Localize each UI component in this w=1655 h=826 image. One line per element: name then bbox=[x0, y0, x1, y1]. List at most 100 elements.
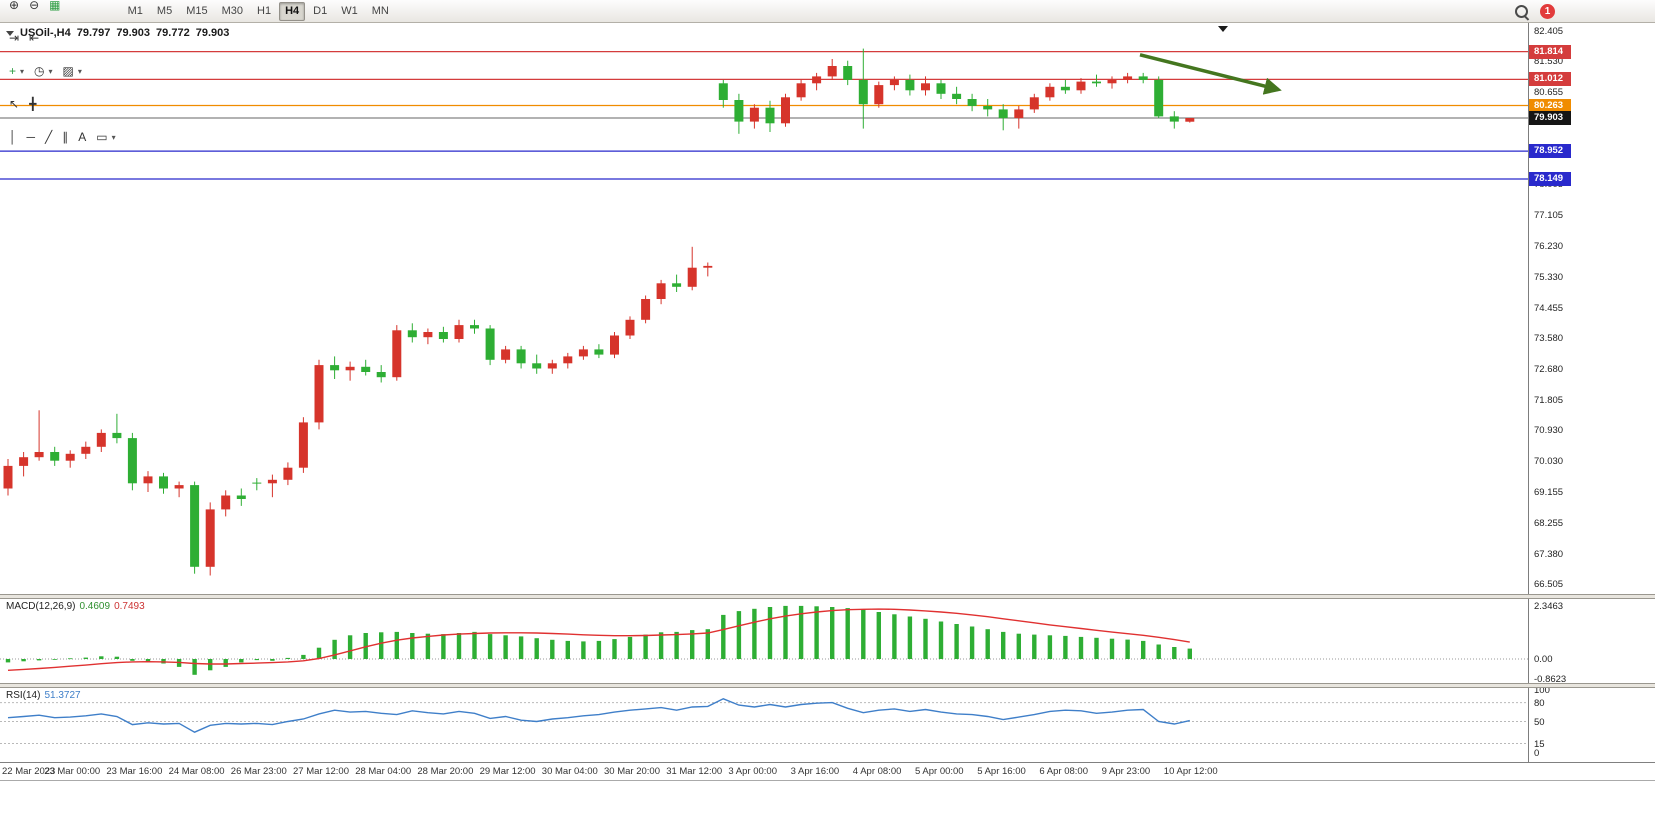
macd-histogram-bar bbox=[192, 659, 197, 675]
macd-histogram-bar bbox=[114, 656, 120, 659]
time-scale-axis[interactable]: 22 Mar 2023 23 Mar 00:00 23 Mar 16:00 24 Ma… bbox=[0, 762, 1655, 781]
candle bbox=[765, 100, 775, 132]
candle bbox=[159, 472, 168, 494]
timeframe-d1[interactable]: D1 bbox=[313, 5, 328, 17]
timeframe-h4[interactable]: H4 bbox=[279, 1, 306, 21]
candle bbox=[283, 462, 293, 486]
rsi-line bbox=[7, 698, 1190, 733]
timeframe-m30[interactable]: M30 bbox=[221, 5, 243, 17]
macd-histogram-bar bbox=[814, 606, 819, 659]
price-badge: 81.814 bbox=[1529, 44, 1571, 59]
cursor-icon-glyph: ↖ bbox=[9, 97, 20, 111]
candle bbox=[563, 352, 573, 369]
trend-annotation-arrow[interactable] bbox=[1139, 53, 1282, 95]
zoom-in-icon[interactable]: ⊕ bbox=[4, 0, 24, 16]
search-icon[interactable] bbox=[1515, 4, 1528, 18]
timeframe-m5[interactable]: M5 bbox=[156, 5, 173, 17]
candle bbox=[1092, 74, 1101, 87]
chart-scroll-to-end-marker-icon[interactable] bbox=[1218, 26, 1228, 32]
chart-ohlc-header: USOil-,H4 79.797 79.903 79.772 79.903 bbox=[6, 27, 229, 39]
candle bbox=[267, 474, 277, 498]
horizontal-line-icon[interactable]: ─ bbox=[22, 127, 41, 148]
candle bbox=[143, 471, 153, 492]
macd-histogram-bar bbox=[1109, 638, 1115, 659]
time-tick-label: 6 Apr 08:00 bbox=[1039, 766, 1088, 777]
channel-icon[interactable]: ∥ bbox=[57, 127, 73, 148]
chart-symbol-period: USOil-,H4 bbox=[20, 27, 71, 39]
chart-shift-icon[interactable]: ⇤ bbox=[24, 28, 44, 49]
price-tick-label: 80.655 bbox=[1534, 86, 1564, 98]
notification-badge[interactable]: 1 bbox=[1540, 3, 1555, 19]
macd-indicator-panel[interactable]: MACD(12,26,9) 0.4609 0.7493 bbox=[0, 599, 1528, 683]
add-indicator-button[interactable]: + ▾ bbox=[4, 61, 29, 82]
rsi-indicator-panel[interactable]: RSI(14) 51.3727 bbox=[0, 688, 1528, 762]
macd-histogram-bar bbox=[658, 632, 664, 659]
macd-histogram-bar bbox=[487, 634, 493, 659]
candle bbox=[1123, 72, 1133, 84]
candle bbox=[438, 326, 448, 343]
candle bbox=[454, 319, 464, 343]
candle bbox=[718, 79, 728, 108]
templates-button[interactable]: ▨ ▾ bbox=[58, 61, 87, 82]
macd-histogram-bar bbox=[1156, 644, 1161, 659]
time-tick-label: 28 Mar 20:00 bbox=[417, 766, 474, 777]
text-tool-icon[interactable]: A bbox=[73, 127, 91, 148]
price-chart-canvas[interactable] bbox=[0, 23, 1528, 594]
zoom-out-icon[interactable]: ⊖ bbox=[24, 0, 44, 16]
crosshair-icon[interactable]: ╋ bbox=[24, 94, 41, 115]
price-scale-axis[interactable]: 82.40581.53080.65579.78078.90578.00577.1… bbox=[1528, 23, 1655, 762]
price-badge: 81.012 bbox=[1529, 72, 1571, 87]
periods-button[interactable]: ◷ ▾ bbox=[29, 61, 58, 82]
macd-histogram-bar bbox=[938, 621, 944, 659]
candle bbox=[703, 262, 713, 277]
timeframe-m1[interactable]: M1 bbox=[127, 5, 143, 17]
cursor-icon[interactable]: ↖ bbox=[4, 94, 24, 115]
timeframe-mn[interactable]: MN bbox=[371, 5, 389, 17]
main-chart-area[interactable]: USOil-,H4 79.797 79.903 79.772 79.903 bbox=[0, 23, 1528, 594]
candle bbox=[50, 446, 60, 466]
candle bbox=[205, 502, 215, 576]
candle bbox=[501, 345, 511, 364]
macd-histogram-bar bbox=[394, 631, 399, 659]
candle bbox=[190, 481, 200, 574]
candle bbox=[345, 361, 355, 381]
candle bbox=[407, 323, 417, 343]
macd-histogram-bar bbox=[767, 607, 773, 659]
crosshair-icon-glyph: ╋ bbox=[29, 97, 37, 111]
panel-splitter[interactable] bbox=[0, 594, 1655, 599]
macd-histogram-bar bbox=[1063, 635, 1068, 659]
panel-splitter[interactable] bbox=[0, 683, 1655, 688]
macd-histogram-bar bbox=[410, 633, 415, 659]
candle bbox=[330, 356, 340, 379]
time-tick-label: 26 Mar 23:00 bbox=[230, 766, 287, 777]
timeframe-m15[interactable]: M15 bbox=[186, 5, 208, 17]
shapes-button[interactable]: ▭ ▾ bbox=[91, 127, 120, 148]
macd-histogram-bar bbox=[130, 659, 135, 661]
macd-histogram-bar bbox=[674, 631, 679, 659]
timeframe-h1[interactable]: H1 bbox=[257, 5, 272, 17]
time-tick-label: 29 Mar 12:00 bbox=[479, 766, 536, 777]
tile-windows-icon[interactable]: ▦ bbox=[44, 0, 65, 16]
price-tick-label: 68.255 bbox=[1534, 518, 1564, 530]
time-tick-label: 23 Mar 00:00 bbox=[44, 766, 101, 777]
templates-glyph: ▨ bbox=[62, 64, 74, 78]
time-tick-label: 9 Apr 23:00 bbox=[1101, 766, 1151, 777]
vertical-line-icon[interactable]: │ bbox=[4, 127, 22, 148]
candle bbox=[889, 76, 899, 91]
macd-histogram-bar bbox=[83, 657, 88, 659]
macd-histogram-bar bbox=[518, 636, 524, 659]
candle bbox=[936, 79, 946, 99]
macd-histogram-bar bbox=[254, 659, 259, 661]
time-tick-label: 3 Apr 00:00 bbox=[728, 766, 777, 777]
macd-scale-label: 2.3463 bbox=[1534, 601, 1564, 612]
one-click-trading-arrow-icon[interactable] bbox=[6, 30, 14, 36]
trendline-icon[interactable]: ╱ bbox=[40, 127, 57, 148]
chevron-down-icon: ▾ bbox=[20, 66, 25, 76]
candle bbox=[827, 59, 837, 80]
auto-scroll-icon[interactable]: ⇥ bbox=[4, 28, 24, 49]
macd-histogram-bar bbox=[36, 659, 42, 661]
macd-histogram-bar bbox=[1172, 647, 1177, 659]
trendline-icon-glyph: ╱ bbox=[45, 130, 53, 144]
time-tick-label: 27 Mar 12:00 bbox=[293, 766, 349, 777]
timeframe-w1[interactable]: W1 bbox=[341, 5, 358, 17]
